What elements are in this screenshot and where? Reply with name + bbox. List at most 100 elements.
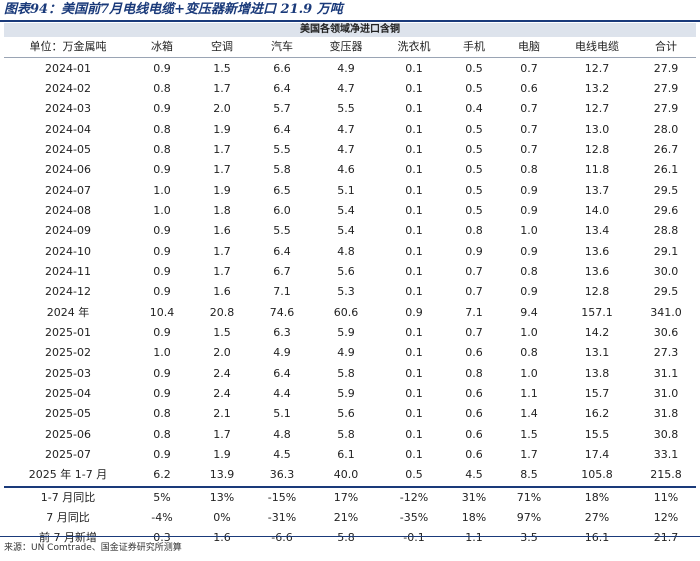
value-cell: 0.9	[153, 102, 171, 116]
value-cell: 9.4	[520, 305, 538, 319]
value-cell: 215.8	[636, 465, 696, 488]
value-cell: 13.0	[584, 122, 610, 136]
value-cell: 1.7	[213, 244, 231, 258]
row-label-cell: 2025-03	[45, 366, 91, 380]
value-cell: 1.6	[213, 531, 231, 545]
value-cell: 0.8	[153, 81, 171, 95]
value-cell: 0.9	[465, 244, 483, 258]
value-cell: 0.7	[465, 285, 483, 299]
value-cell: 6.3	[273, 325, 291, 339]
row-label-cell: 2024-12	[45, 285, 91, 299]
row-label-cell: 2024-03	[45, 102, 91, 116]
value-cell: 30.0	[653, 264, 679, 278]
value-cell: 1.4	[520, 407, 538, 421]
value-cell: 10.4	[149, 305, 175, 319]
row-label-cell: 前 7 月新增	[39, 531, 97, 545]
value-cell: 31.8	[653, 407, 679, 421]
value-cell: -35%	[399, 511, 429, 525]
value-cell: 0.1	[405, 81, 423, 95]
value-cell: 29.6	[653, 203, 679, 217]
value-cell: 0.6	[465, 387, 483, 401]
value-cell: 6.5	[273, 183, 291, 197]
value-cell: 1.7	[520, 448, 538, 462]
value-cell: 0.9	[153, 387, 171, 401]
value-cell: 13.4	[584, 224, 610, 238]
value-cell: 12.8	[584, 142, 610, 156]
value-cell: 1.0	[153, 203, 171, 217]
value-cell: 14.0	[584, 203, 610, 217]
header-cell: 合计	[636, 37, 696, 59]
value-cell: 0.5	[465, 122, 483, 136]
value-cell: 0.5	[465, 203, 483, 217]
table-title-row: 美国各领域净进口含铜	[4, 23, 696, 37]
value-cell: 0.7	[520, 122, 538, 136]
value-cell: 1.7	[213, 81, 231, 95]
value-cell: 1.9	[213, 122, 231, 136]
value-cell: 0.1	[405, 325, 423, 339]
value-cell: 12.8	[584, 285, 610, 299]
value-cell: 5.1	[337, 183, 355, 197]
value-cell: 13.1	[584, 346, 610, 360]
value-cell: 0.6	[465, 407, 483, 421]
value-cell: 31.0	[653, 387, 679, 401]
value-cell: 21%	[333, 511, 359, 525]
row-label-cell: 2025-01	[45, 325, 91, 339]
value-cell: 8.5	[500, 465, 558, 488]
value-cell: 1.7	[213, 427, 231, 441]
table-row: 7 月同比 -4% 0% -31% 21% -35% 18% 97% 27% 12%	[4, 508, 696, 528]
value-cell: 0.9	[153, 366, 171, 380]
header-cell: 手机	[448, 37, 500, 59]
value-cell: 5.8	[337, 427, 355, 441]
copper-import-table: 美国各领域净进口含铜 单位：万金属吨 冰箱 空调 汽车 变压器 洗衣机 手机 电…	[4, 23, 696, 549]
table-row: 2025-07 0.9 1.9 4.5 6.1 0.1 0.6 1.7 17.4 33.1	[4, 445, 696, 465]
table-row: 2024-02 0.8 1.7 6.4 4.7 0.1 0.5 0.6 13.2 27.9	[4, 79, 696, 99]
value-cell: 0.9	[153, 244, 171, 258]
row-label-cell: 2024-05	[45, 142, 91, 156]
value-cell: 0.9	[153, 224, 171, 238]
value-cell: 0.9	[520, 183, 538, 197]
row-label-cell: 2025-06	[45, 427, 91, 441]
value-cell: 1.5	[520, 427, 538, 441]
row-label-cell: 2025-04	[45, 387, 91, 401]
value-cell: 0.9	[520, 203, 538, 217]
figure-title: 图表94：美国前7月电线电缆+变压器新增进口 21.9 万吨	[4, 2, 343, 17]
value-cell: 5.9	[337, 387, 355, 401]
value-cell: 0.5	[465, 61, 483, 75]
value-cell: 0.1	[405, 122, 423, 136]
value-cell: 6.1	[337, 448, 355, 462]
value-cell: 0.7	[465, 325, 483, 339]
value-cell: 11%	[653, 490, 679, 504]
value-cell: 30.6	[653, 325, 679, 339]
value-cell: 13.6	[584, 264, 610, 278]
value-cell: 0.6	[465, 346, 483, 360]
row-label-cell: 2024-10	[45, 244, 91, 258]
table-row: 1-7 月同比 5% 13% -15% 17% -12% 31% 71% 18% 11%	[4, 487, 696, 508]
value-cell: 1.0	[520, 224, 538, 238]
value-cell: 4.7	[337, 81, 355, 95]
value-cell: 0.1	[405, 183, 423, 197]
value-cell: 13.7	[584, 183, 610, 197]
row-label-cell: 2025-02	[45, 346, 91, 360]
value-cell: 7.1	[273, 285, 291, 299]
value-cell: 40.0	[312, 465, 380, 488]
row-label-cell: 2025 年 1-7 月	[4, 465, 132, 488]
table-row: 2025-03 0.9 2.4 6.4 5.8 0.1 0.8 1.0 13.8 31.1	[4, 364, 696, 384]
value-cell: 0.7	[520, 61, 538, 75]
value-cell: 0.9	[153, 448, 171, 462]
value-cell: 5.9	[337, 325, 355, 339]
value-cell: 1.0	[520, 325, 538, 339]
row-label-cell: 7 月同比	[46, 511, 90, 525]
value-cell: -6.6	[271, 531, 293, 545]
value-cell: 0.1	[405, 224, 423, 238]
value-cell: 29.5	[653, 183, 679, 197]
value-cell: 0.7	[520, 142, 538, 156]
row-label-cell: 2024-01	[45, 61, 91, 75]
value-cell: 6.4	[273, 244, 291, 258]
value-cell: 16.1	[584, 531, 610, 545]
table-row: 2024-08 1.0 1.8 6.0 5.4 0.1 0.5 0.9 14.0 29.6	[4, 201, 696, 221]
value-cell: 15.5	[584, 427, 610, 441]
row-label-cell: 2024-09	[45, 224, 91, 238]
value-cell: 20.8	[209, 305, 235, 319]
table-row: 2024-06 0.9 1.7 5.8 4.6 0.1 0.5 0.8 11.8 26.1	[4, 160, 696, 180]
table-row: 2024-03 0.9 2.0 5.7 5.5 0.1 0.4 0.7 12.7 27.9	[4, 99, 696, 119]
